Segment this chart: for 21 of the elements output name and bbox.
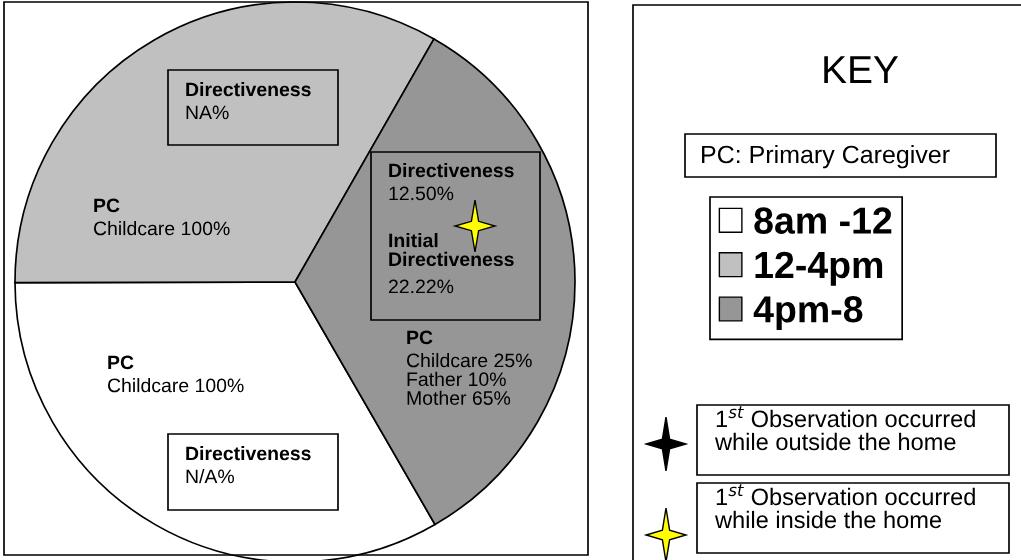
text: Childcare 100% [107, 378, 244, 393]
text: PC [407, 330, 433, 345]
legend-label: 8am -12 [754, 207, 892, 234]
text: 1$^{st}$ Observation occurred while outside the home [714, 406, 975, 451]
text: PC: Primary Caregiver [702, 145, 950, 169]
legend-label: 4pm-8 [753, 296, 863, 330]
text: 1$^{st}$ Observation occurred while inside the home [714, 484, 975, 529]
text: N/A% [186, 469, 235, 484]
legend-title: KEY [824, 56, 899, 84]
text: Directiveness [186, 82, 311, 97]
text: Initial Directiveness [389, 233, 514, 267]
text: NA% [186, 105, 229, 120]
text: Childcare 100% [93, 221, 230, 236]
text: Directiveness [186, 446, 311, 461]
text: PC [108, 355, 134, 370]
text: 22.22% [388, 279, 454, 294]
text: PC [94, 198, 120, 213]
text: Childcare 25% Father 10% Mother 65% [406, 353, 532, 405]
text: Directiveness [389, 163, 514, 178]
text: 12.50% [389, 186, 454, 201]
legend-label: 12-4pm [755, 251, 883, 286]
